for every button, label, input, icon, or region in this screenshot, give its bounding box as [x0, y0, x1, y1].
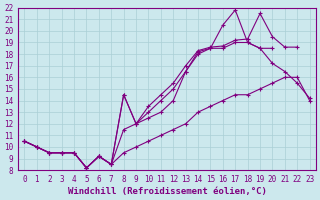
- X-axis label: Windchill (Refroidissement éolien,°C): Windchill (Refroidissement éolien,°C): [68, 187, 267, 196]
